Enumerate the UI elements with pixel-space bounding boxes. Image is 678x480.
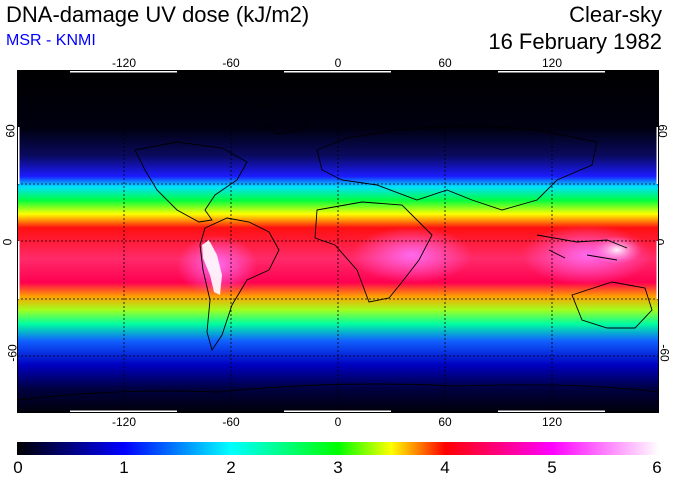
uv-dose-map (17, 70, 659, 413)
lon-label-top-m120: -120 (111, 56, 137, 70)
lat-label-right-m60: -60 (657, 344, 672, 362)
coast-australia (571, 281, 653, 329)
uv-peak-andes (202, 240, 222, 295)
colorbar-label-5: 5 (547, 458, 557, 477)
lon-label-bottom-0: 0 (334, 415, 342, 429)
color-bar-gradient (17, 442, 659, 455)
lon-label-bottom-m60: -60 (222, 415, 240, 429)
uv-peak-pacific (592, 236, 642, 264)
lon-label-bottom-m120: -120 (111, 415, 137, 429)
colorbar-label-1: 1 (119, 458, 129, 477)
coast-eurasia (316, 124, 598, 211)
lon-label-top-60: 60 (438, 56, 452, 70)
colorbar-label-4: 4 (440, 458, 450, 477)
lat-label-left-60: 60 (3, 124, 18, 138)
lon-label-bottom-120: 120 (541, 415, 563, 429)
lon-label-top-120: 120 (541, 56, 563, 70)
lon-label-bottom-60: 60 (438, 415, 452, 429)
colorbar-label-6: 6 (652, 458, 662, 477)
data-source: MSR - KNMI (6, 32, 96, 49)
uv-high-africa (352, 227, 472, 283)
lon-label-top-m60: -60 (222, 56, 240, 70)
sky-condition: Clear-sky (569, 2, 662, 27)
lon-label-top-0: 0 (334, 56, 342, 70)
colorbar-label-0: 0 (13, 458, 23, 477)
coastlines (17, 97, 659, 401)
graticule (17, 70, 659, 413)
map-date: 16 February 1982 (488, 29, 662, 54)
coast-north-america (134, 141, 248, 223)
map-title: DNA-damage UV dose (kJ/m2) (6, 2, 310, 27)
coast-antarctica (17, 383, 659, 401)
colorbar-label-2: 2 (226, 458, 236, 477)
colorbar-label-3: 3 (333, 458, 343, 477)
coast-greenland (256, 97, 313, 135)
map-frame (17, 70, 659, 413)
coast-africa (314, 201, 433, 303)
coast-south-america (199, 217, 280, 352)
lat-label-left-0: 0 (0, 238, 15, 246)
color-bar (17, 442, 659, 455)
